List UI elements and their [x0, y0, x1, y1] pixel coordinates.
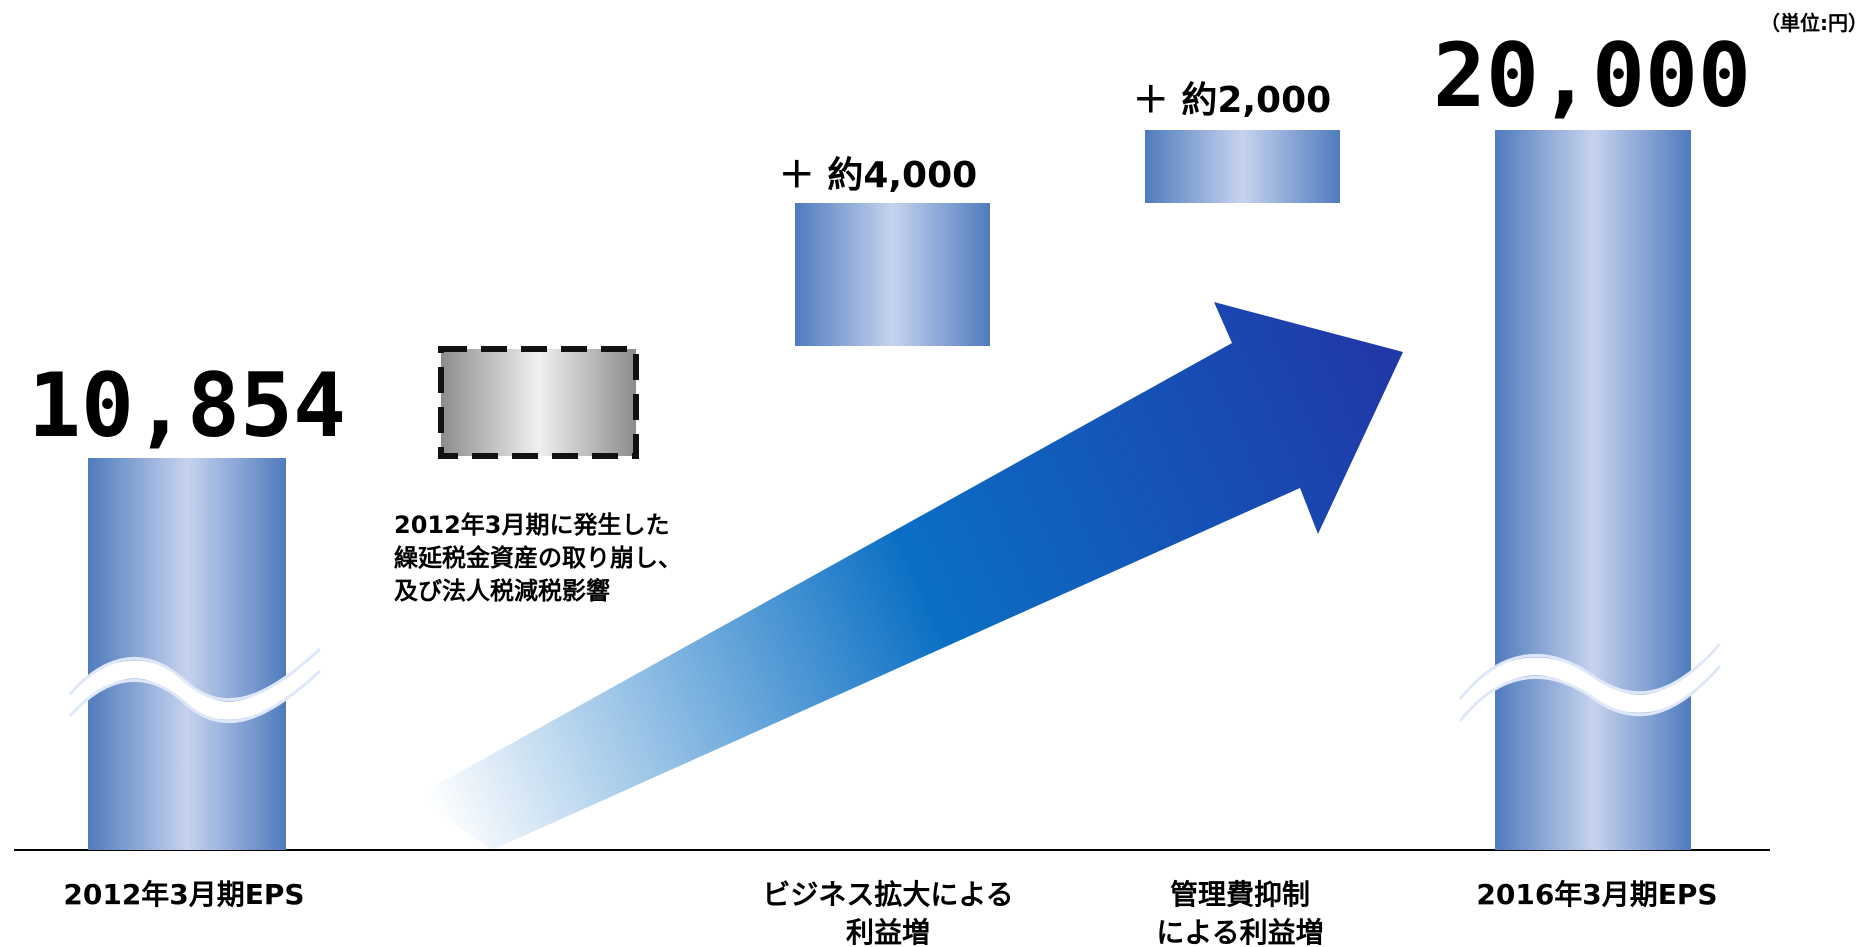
category-label-business-expansion: ビジネス拡大による	[762, 878, 1013, 911]
value-label-business-expansion: ＋ 約4,000	[779, 155, 977, 196]
bar-2012-eps	[88, 458, 286, 850]
tax-effect-note-line: 2012年3月期に発生した	[394, 511, 670, 539]
category-label-2012-eps: 2012年3月期EPS	[63, 878, 304, 911]
unit-note: （単位:円）	[1760, 11, 1868, 35]
value-label-admin-cost-control: ＋ 約2,000	[1133, 80, 1331, 121]
tax-effect-box	[438, 346, 639, 459]
value-label-2016-eps: 20,000	[1433, 24, 1751, 127]
category-label-admin-cost-control: 管理費抑制	[1170, 878, 1310, 911]
bar-admin-cost-control	[1145, 130, 1340, 203]
tax-effect-note-line: 繰延税金資産の取り崩し、	[394, 544, 682, 572]
axis-break-2012	[63, 647, 327, 724]
category-label-admin-cost-control: による利益増	[1156, 916, 1323, 947]
category-label-2016-eps: 2016年3月期EPS	[1476, 878, 1717, 911]
tax-effect-note: 2012年3月期に発生した 繰延税金資産の取り崩し、 及び法人税減税影響	[394, 511, 682, 605]
axis-break-2016	[1452, 643, 1727, 722]
bar-2016-eps	[1495, 130, 1691, 850]
value-label-2012-eps: 10,854	[28, 354, 346, 457]
tax-effect-note-line: 及び法人税減税影響	[394, 577, 610, 605]
growth-arrow	[415, 302, 1403, 850]
category-label-business-expansion: 利益増	[846, 916, 930, 947]
bar-business-expansion	[795, 203, 990, 346]
